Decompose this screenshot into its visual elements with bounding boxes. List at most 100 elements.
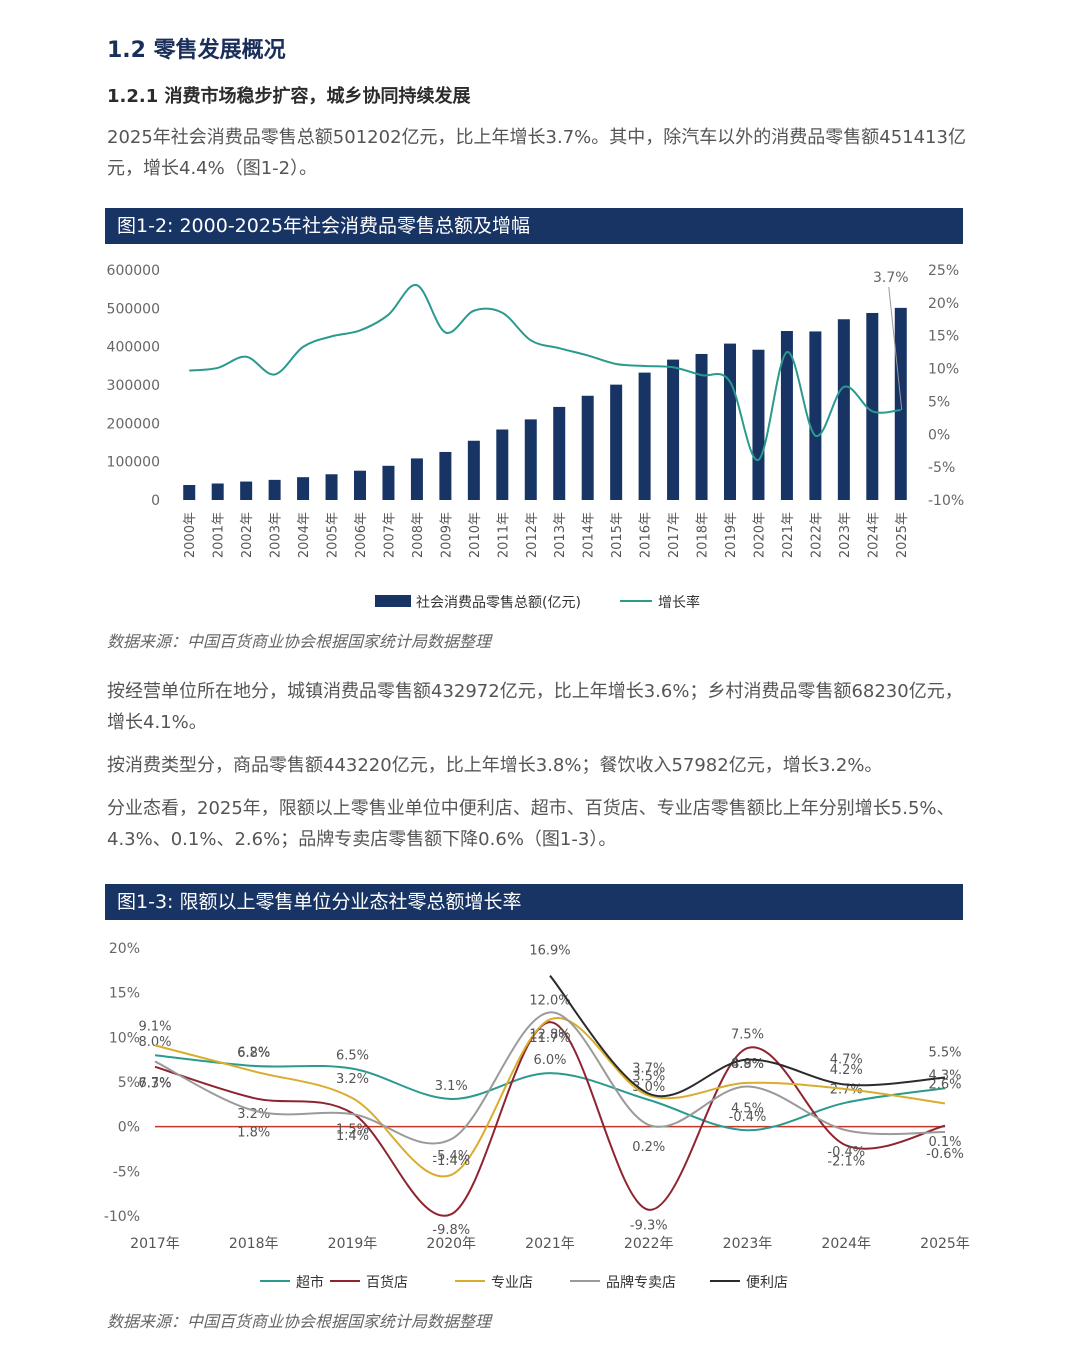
y-tick-label: 5% [118,1075,140,1091]
x-tick-label: 2023年 [838,512,853,558]
bar-2004年 [297,477,310,500]
x-tick-label: 2014年 [582,512,597,558]
figure-1-3-header: 图1-3: 限额以上零售单位分业态社零总额增长率 [105,884,963,920]
annotation-label: 3.7% [873,270,909,286]
x-tick-label: 2019年 [724,512,739,558]
data-label: 4.7% [830,1053,863,1068]
x-tick-label: 2020年 [426,1236,476,1252]
format-growth-chart: -10% -5% 0% 5% 10% 15% 20% 2017年 2018年 2019年 2020年… [104,941,970,1291]
bar-2021年 [780,331,793,500]
bar-2019年 [724,343,736,500]
data-label: -0.6% [926,1147,964,1162]
data-label: 4.2% [830,1063,863,1078]
y-right-tick-label: -10% [928,493,964,509]
figure-1-2-source: 数据来源：中国百货商业协会根据国家统计局数据整理 [107,632,492,651]
data-label: 6.8% [237,1046,270,1061]
x-tick-label: 2013年 [553,512,568,558]
data-label: 1.5% [336,1122,369,1137]
growth-rate-line [189,284,901,461]
x-tick-label: 2019年 [328,1236,378,1252]
bar-2013年 [553,406,566,500]
y-left-tick-label: 200000 [107,416,160,432]
data-label: 9.1% [138,1019,171,1034]
data-label: 12.8% [529,1027,570,1042]
data-label: 7.5% [731,1028,764,1043]
x-tick-label: 2010年 [468,512,483,558]
legend-label: 专业店 [491,1275,533,1291]
bar-2006年 [354,470,366,500]
data-label: 7.3% [138,1076,171,1091]
bar-2016年 [638,372,651,500]
data-label: 3.7% [632,1062,665,1077]
x-tick-label: 2022年 [624,1236,674,1252]
x-tick-label: 2023年 [723,1236,773,1252]
legend-bar-label: 社会消费品零售总额(亿元) [416,595,581,611]
series-line-便利店 [549,975,946,1098]
x-tick-label: 2016年 [639,512,654,558]
data-label: 4.5% [731,1101,764,1116]
retail-sales-chart: 0 100000 200000 300000 400000 500000 600000 -10… [107,263,965,611]
x-tick-label: 2025年 [895,512,910,558]
legend-line-label: 增长率 [658,594,700,611]
paragraph-total-retail: 2025年社会消费品零售总额501202亿元，比上年增长3.7%。其中，除汽车以… [107,127,966,179]
data-label: 6.7% [138,1076,171,1091]
x-tick-label: 2017年 [130,1236,180,1252]
y-left-tick-label: 300000 [107,378,160,394]
y-left-tick-label: 400000 [107,340,160,356]
data-label: 2.6% [928,1077,961,1092]
data-label: 3.2% [237,1107,270,1122]
data-label: 3.5% [632,1069,665,1084]
x-tick-label: 2006年 [354,512,369,558]
x-tick-label: 2009年 [439,512,454,558]
x-tick-label: 2012年 [525,512,540,558]
bar-2020年 [752,349,765,500]
x-tick-label: 2022年 [809,512,824,558]
x-tick-label: 2025年 [920,1236,970,1252]
y-left-tick-label: 100000 [107,455,160,471]
bar-2017年 [667,359,680,500]
y-tick-label: 15% [109,986,140,1002]
data-label: 6.0% [533,1053,566,1068]
figure-1-2-header: 图1-2: 2000-2025年社会消费品零售总额及增幅 [105,208,963,244]
y-right-tick-label: 10% [928,362,959,378]
series-line-百货店 [154,1021,946,1217]
legend-label: 品牌专卖店 [606,1274,676,1291]
annotation-leader [888,286,903,411]
data-label: 6.5% [336,1049,369,1064]
y-right-tick-label: -5% [928,460,955,476]
x-tick-label: 2024年 [821,1236,871,1252]
data-label: 6.2% [237,1045,270,1060]
bar-2023年 [837,319,850,500]
data-label: 0.2% [632,1140,665,1155]
bar-2007年 [382,465,395,500]
y-tick-label: -10% [104,1209,140,1225]
data-label: 5.5% [928,1046,961,1061]
figure-1-3-source: 数据来源：中国百货商业协会根据国家统计局数据整理 [107,1312,492,1331]
bar-2018年 [695,353,708,500]
y-tick-label: 10% [109,1030,140,1046]
data-label: -0.4% [827,1145,865,1160]
x-tick-label: 2005年 [326,512,341,558]
y-tick-label: 0% [118,1120,140,1136]
y-right-tick-label: 20% [928,296,959,312]
bar-2008年 [410,458,423,500]
paragraph-consumption-type: 按消费类型分，商品零售额443220亿元，比上年增长3.8%；餐饮收入57982… [107,755,883,776]
bar-2000年 [183,485,196,500]
series-line-专业店 [154,1016,946,1178]
bar-2010年 [467,440,480,500]
y-right-tick-label: 15% [928,329,959,345]
x-tick-label: 2017年 [667,512,682,558]
y-left-tick-label: 500000 [107,301,160,317]
data-label: -5.4% [432,1149,470,1164]
x-tick-label: 2020年 [752,512,767,558]
y-left-tick-label: 600000 [107,263,160,279]
x-tick-label: 2018年 [696,512,711,558]
data-label: 3.2% [336,1072,369,1087]
data-label: 0.1% [928,1135,961,1150]
data-label: 11.7% [529,1031,570,1046]
bar-2009年 [439,451,452,500]
y-right-tick-label: 25% [928,263,959,279]
bar-2014年 [581,395,594,500]
data-label: 4.3% [928,1068,961,1083]
y-left-tick-label: 0 [151,493,160,509]
